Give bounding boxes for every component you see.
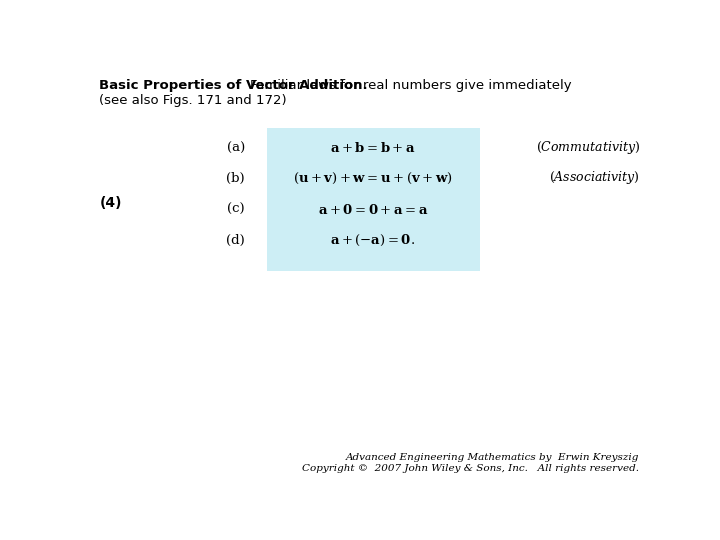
Text: (d): (d) [226, 234, 245, 247]
Text: (a): (a) [227, 141, 245, 154]
Text: Familiar laws for real numbers give immediately: Familiar laws for real numbers give imme… [251, 79, 572, 92]
Text: Copyright ©  2007 John Wiley & Sons, Inc.   All rights reserved.: Copyright © 2007 John Wiley & Sons, Inc.… [302, 464, 639, 472]
Text: $\mathbf{a} + \mathbf{0} = \mathbf{0} + \mathbf{a} = \mathbf{a}$: $\mathbf{a} + \mathbf{0} = \mathbf{0} + … [318, 202, 428, 217]
Text: $(Commutativity)$: $(Commutativity)$ [536, 139, 640, 157]
Bar [266, 128, 480, 271]
Text: (b): (b) [226, 172, 245, 185]
Text: (c): (c) [228, 203, 245, 216]
Text: $(\mathbf{u} + \mathbf{v}) + \mathbf{w} = \mathbf{u} + (\mathbf{v} + \mathbf{w}): $(\mathbf{u} + \mathbf{v}) + \mathbf{w} … [293, 171, 453, 186]
Text: $\mathbf{a} + (-\mathbf{a}) = \mathbf{0}.$: $\mathbf{a} + (-\mathbf{a}) = \mathbf{0}… [330, 233, 415, 248]
Text: $(Associativity)$: $(Associativity)$ [549, 170, 640, 186]
Text: Basic Properties of Vector Addition.: Basic Properties of Vector Addition. [99, 79, 368, 92]
Text: $\mathbf{a} + \mathbf{b} = \mathbf{b} + \mathbf{a}$: $\mathbf{a} + \mathbf{b} = \mathbf{b} + … [330, 141, 415, 155]
Text: (see also Figs. 171 and 172): (see also Figs. 171 and 172) [99, 94, 287, 107]
Text: Advanced Engineering Mathematics by  Erwin Kreyszig: Advanced Engineering Mathematics by Erwi… [346, 453, 639, 462]
Text: (4): (4) [99, 197, 122, 211]
